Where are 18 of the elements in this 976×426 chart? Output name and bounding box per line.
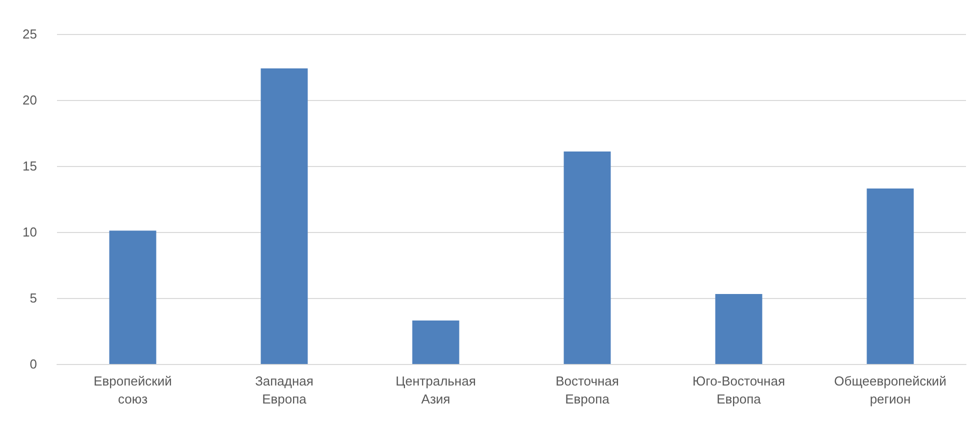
x-tick-label: Европейский союз [94,374,172,406]
y-tick-label: 15 [22,158,37,174]
bar [715,294,762,364]
y-tick-label: 10 [22,224,37,240]
x-tick-label: Восточная Европа [556,374,619,406]
bar [564,151,611,364]
y-tick-label: 0 [30,356,37,372]
x-tick-label: Общеевропейский регион [834,374,946,406]
x-tick-label: Центральная Азия [396,374,476,406]
y-tick-label: 20 [22,92,37,108]
bar [109,230,156,364]
bar [412,320,460,364]
y-tick-label: 5 [30,290,37,306]
bar [866,188,914,364]
y-tick-label: 25 [22,26,37,42]
x-tick-label: Западная Европа [255,374,314,406]
x-tick-label: Юго-Восточная Европа [692,374,786,406]
bar [260,68,308,364]
